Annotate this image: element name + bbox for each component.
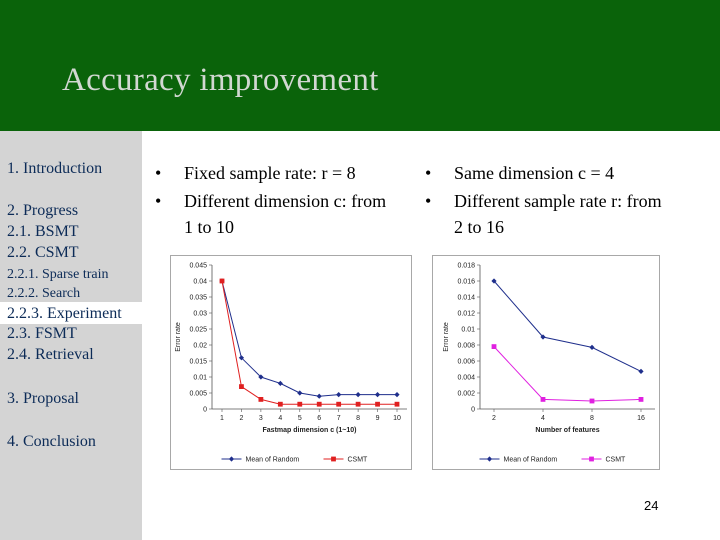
y-tick-label: 0.016 (457, 279, 475, 286)
chart-frame (432, 255, 660, 470)
x-tick-label: 5 (298, 415, 302, 422)
sidebar-item-conclusion[interactable]: 4. Conclusion (7, 433, 96, 450)
chart-sample-rate-error-rate: 0 0.002 0.004 0.006 0.008 0.01 0.012 0.014 0.016… (432, 255, 660, 470)
sidebar-item-fsmt[interactable]: 2.3. FSMT (7, 325, 77, 342)
data-point-csmt (316, 401, 322, 407)
data-point-csmt (375, 401, 380, 407)
y-tick-label: 0.045 (189, 263, 207, 270)
y-tick-label: 0.015 (189, 359, 207, 366)
y-tick-label: 0.02 (193, 343, 207, 350)
data-point-csmt (297, 401, 303, 407)
data-point-random (258, 374, 264, 380)
y-tick-label: 0 (471, 407, 475, 414)
data-point-csmt (239, 384, 244, 389)
x-tick-label: 8 (590, 415, 594, 422)
legend-label: CSMT (348, 457, 369, 464)
x-tick-label: 10 (393, 415, 401, 422)
y-axis-label: Error rate (175, 322, 182, 352)
data-point-csmt (589, 398, 595, 404)
sidebar-item-retrieval[interactable]: 2.4. Retrieval (7, 346, 94, 363)
legend-label: CSMT (606, 457, 627, 464)
data-point-random (316, 393, 322, 399)
y-tick-label: 0.004 (457, 375, 475, 382)
y-tick-label: 0.01 (193, 375, 207, 382)
sidebar (0, 131, 142, 540)
data-point-random (297, 390, 303, 396)
series-line-random (493, 280, 642, 372)
x-tick-label: 7 (337, 415, 341, 422)
x-tick-label: 8 (356, 415, 360, 422)
sidebar-item-sparse-train[interactable]: 2.2.1. Sparse train (7, 267, 109, 282)
sidebar-item-experiment[interactable]: 2.2.3. Experiment (7, 305, 122, 322)
x-axis-label: Number of features (535, 427, 599, 434)
bullet-glyph: • (155, 191, 162, 211)
series-line-csmt (493, 346, 642, 402)
data-point-random (540, 334, 546, 340)
x-tick-label: 9 (376, 415, 380, 422)
y-tick-label: 0.025 (189, 327, 207, 334)
sidebar-selected-highlight (0, 302, 142, 324)
y-tick-label: 0.002 (457, 391, 475, 398)
legend-marker-random (228, 456, 235, 462)
legend-marker-random (486, 456, 493, 462)
page-number: 24 (644, 498, 659, 513)
x-tick-label: 2 (492, 415, 496, 422)
data-point-csmt (277, 401, 283, 407)
y-tick-label: 0.01 (461, 327, 475, 334)
y-tick-label: 0.03 (193, 311, 207, 318)
data-point-csmt (638, 397, 644, 402)
bullet-glyph: • (155, 163, 162, 183)
x-tick-label: 6 (317, 415, 321, 422)
y-tick-label: 0.012 (457, 311, 475, 318)
y-tick-label: 0.04 (193, 279, 207, 286)
x-axis-label: Fastmap dimension c (1~10) (263, 427, 357, 434)
y-tick-label: 0.005 (189, 391, 207, 398)
y-tick-label: 0.014 (457, 295, 475, 302)
y-axis-label: Error rate (443, 322, 450, 352)
x-tick-label: 1 (220, 415, 224, 422)
chart-frame (170, 255, 412, 470)
sidebar-item-progress[interactable]: 2. Progress (7, 202, 79, 219)
data-point-csmt (355, 401, 361, 407)
y-tick-label: 0.008 (457, 343, 475, 350)
bullet-glyph: • (425, 191, 432, 211)
legend-marker-csmt (589, 456, 594, 462)
sidebar-item-csmt[interactable]: 2.2. CSMT (7, 244, 79, 261)
sidebar-item-bsmt[interactable]: 2.1. BSMT (7, 223, 79, 240)
data-point-csmt (540, 397, 546, 402)
legend-label: Mean of Random (504, 457, 558, 464)
legend-label: Mean of Random (246, 457, 300, 464)
y-tick-label: 0.035 (189, 295, 207, 302)
data-point-random (394, 392, 400, 398)
data-point-csmt (491, 344, 497, 349)
x-tick-label: 4 (541, 415, 545, 422)
bullet-glyph: • (425, 163, 432, 183)
data-point-csmt (336, 401, 342, 407)
data-point-csmt (394, 401, 400, 407)
x-tick-label: 2 (239, 415, 243, 422)
data-point-csmt (219, 278, 225, 284)
y-tick-label: 0.006 (457, 359, 475, 366)
x-tick-label: 3 (259, 415, 263, 422)
x-tick-label: 4 (278, 415, 282, 422)
legend-marker-csmt (331, 456, 336, 462)
sidebar-item-proposal[interactable]: 3. Proposal (7, 390, 79, 407)
y-tick-label: 0 (203, 407, 207, 414)
data-point-csmt (258, 397, 264, 402)
data-point-random (491, 278, 497, 284)
sidebar-item-search[interactable]: 2.2.2. Search (7, 286, 81, 301)
chart-dimension-error-rate: 0 0.005 0.01 0.015 0.02 0.025 0.03 0.035 0.04 0.0… (170, 255, 412, 470)
sidebar-item-introduction[interactable]: 1. Introduction (7, 160, 103, 177)
x-tick-label: 16 (637, 415, 645, 422)
slide-title: Accuracy improvement (62, 62, 379, 98)
series-line-random (221, 280, 397, 397)
title-bar (0, 0, 720, 131)
series-line-csmt (221, 280, 397, 405)
y-tick-label: 0.018 (457, 263, 475, 270)
